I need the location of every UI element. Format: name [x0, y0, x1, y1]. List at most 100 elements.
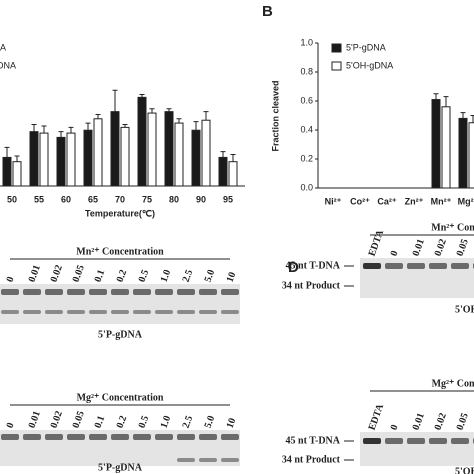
gel-band	[221, 458, 239, 462]
error-bar	[14, 155, 20, 162]
gel-band	[89, 310, 107, 314]
band-label: 34 nt Product	[282, 280, 341, 291]
lane-label: 0.5	[137, 268, 152, 284]
bar	[468, 122, 474, 189]
bar	[120, 126, 130, 187]
y-axis-label: Fraction cleaved	[270, 80, 280, 151]
lane-label: EDTA	[367, 402, 387, 432]
lane-label: 10	[225, 417, 239, 430]
error-bar	[68, 126, 74, 134]
gel-header: Mn²⁺ Concentration	[76, 246, 164, 257]
error-bar	[203, 111, 209, 121]
bar	[66, 132, 76, 187]
error-bar	[139, 93, 145, 98]
bar	[201, 119, 211, 187]
bar	[441, 106, 451, 189]
error-bar	[166, 108, 172, 112]
gel-band	[177, 458, 195, 462]
legend-label: 5'P-gDNA	[0, 42, 6, 52]
gel-band	[199, 434, 217, 440]
gel-band	[1, 310, 19, 314]
error-bar	[58, 131, 64, 138]
gel-header: Mg²⁺ Concentration	[432, 378, 474, 389]
lane-label: 10	[225, 271, 239, 284]
gel-background	[360, 432, 474, 466]
bar	[2, 156, 12, 187]
gel-band	[177, 289, 195, 295]
gel-band	[177, 434, 195, 440]
gel-band	[67, 310, 85, 314]
x-tick-label: 90	[196, 194, 206, 204]
gel-header: Mn²⁺ Concentration	[431, 222, 474, 233]
gel-band	[23, 434, 41, 440]
x-tick-label: Mg²⁺	[458, 196, 474, 206]
lane-label: 0.5	[137, 414, 152, 430]
gel-band	[221, 310, 239, 314]
gel-band	[67, 434, 85, 440]
gel-band	[407, 438, 425, 444]
gel-band	[221, 289, 239, 295]
bar	[39, 132, 49, 187]
bar	[431, 99, 441, 189]
gel-band	[177, 310, 195, 314]
error-bar	[220, 151, 226, 158]
lane-label: 0	[389, 249, 401, 257]
gel-caption: 5'OH-gDNA	[455, 304, 474, 315]
bar	[174, 122, 184, 187]
gel-band	[199, 310, 217, 314]
gel-band	[385, 263, 403, 269]
x-tick-label: 50	[7, 194, 17, 204]
legend-label: 5'P-gDNA	[346, 42, 386, 52]
bar	[164, 111, 174, 187]
legend-label: 5'OH-gDNA	[0, 60, 16, 70]
gel-band	[89, 434, 107, 440]
lane-label: 0	[5, 421, 17, 429]
gel-band	[89, 289, 107, 295]
lane-label: 0.05	[455, 238, 471, 258]
gel-band	[1, 434, 19, 440]
gel-caption: 5'P-gDNA	[98, 462, 143, 473]
legend-swatch	[331, 61, 342, 71]
lane-label: 0.02	[49, 410, 65, 430]
gel-band	[111, 434, 129, 440]
lane-label: 0.01	[27, 264, 43, 284]
legend-swatch	[331, 43, 342, 53]
lane-label: 0.2	[115, 268, 130, 284]
error-bar	[4, 146, 10, 158]
gel-band	[67, 289, 85, 295]
gel-band	[363, 438, 381, 444]
lane-label: 0.05	[455, 412, 471, 432]
gel-band	[429, 263, 447, 269]
lane-label: 0.01	[411, 238, 427, 258]
lane-label: 2.5	[181, 268, 196, 284]
error-bar	[112, 89, 118, 112]
lane-label: 0.02	[433, 238, 449, 258]
gel-band	[45, 289, 63, 295]
x-tick-label: Mn²⁺	[431, 196, 452, 206]
error-bar	[31, 124, 37, 132]
gel-band	[155, 289, 173, 295]
x-tick-label: 65	[88, 194, 98, 204]
gel-band	[385, 438, 403, 444]
x-tick-label: 80	[169, 194, 179, 204]
bar	[110, 111, 120, 187]
error-bar	[85, 122, 91, 131]
lane-label: 0.2	[115, 414, 130, 430]
gel-band	[45, 434, 63, 440]
gel-band	[429, 438, 447, 444]
gel-band	[407, 263, 425, 269]
gel-band	[451, 263, 469, 269]
gel-band	[199, 458, 217, 462]
x-tick-label: Ca²⁺	[377, 196, 397, 206]
lane-label: 0.1	[93, 414, 108, 430]
gel-band	[133, 289, 151, 295]
gel-band	[133, 434, 151, 440]
bar	[458, 117, 468, 189]
lane-label: 0.02	[49, 264, 65, 284]
lane-label: 0.01	[411, 412, 427, 432]
error-bar	[95, 114, 101, 119]
band-label: 45 nt T-DNA	[286, 260, 341, 271]
x-tick-label: Co²⁺	[350, 196, 370, 206]
y-tick-label: 0.2	[300, 153, 313, 163]
gel-band	[155, 434, 173, 440]
